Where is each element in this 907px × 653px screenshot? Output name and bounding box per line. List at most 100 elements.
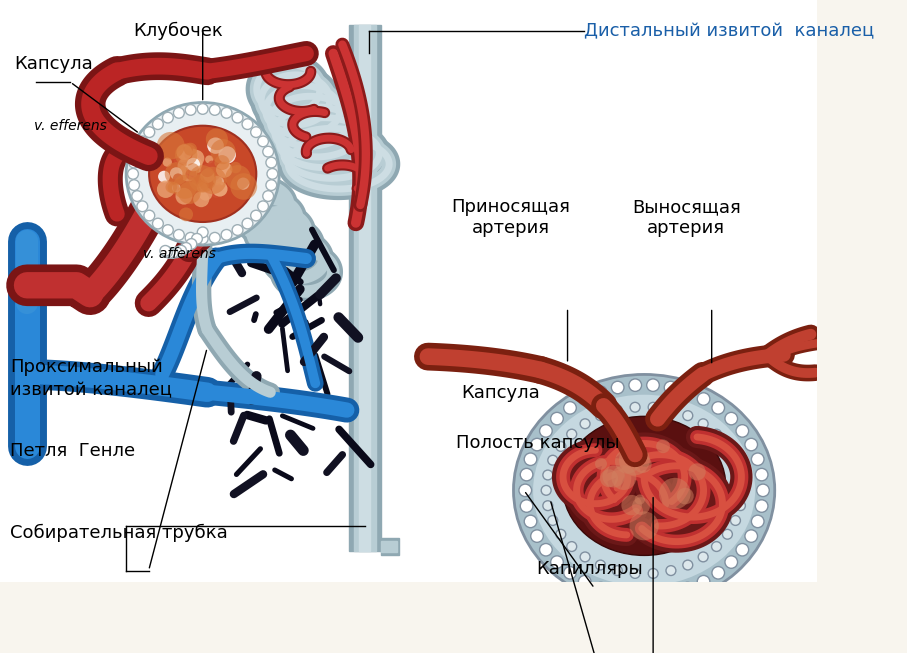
Circle shape <box>524 453 537 466</box>
Circle shape <box>567 429 577 439</box>
Circle shape <box>242 218 253 229</box>
Circle shape <box>229 162 241 173</box>
Circle shape <box>664 381 677 394</box>
Circle shape <box>712 541 721 551</box>
Circle shape <box>173 175 197 199</box>
Circle shape <box>683 411 693 421</box>
Circle shape <box>193 191 210 207</box>
Circle shape <box>263 191 274 201</box>
Circle shape <box>736 501 746 511</box>
Circle shape <box>209 170 226 187</box>
Circle shape <box>137 201 148 212</box>
Circle shape <box>629 511 658 540</box>
Circle shape <box>698 552 708 562</box>
Polygon shape <box>348 25 381 551</box>
Circle shape <box>725 556 737 568</box>
Circle shape <box>647 589 659 602</box>
Circle shape <box>712 567 725 579</box>
Circle shape <box>210 232 220 243</box>
Ellipse shape <box>149 126 257 222</box>
Circle shape <box>619 445 649 475</box>
Circle shape <box>212 182 228 197</box>
Circle shape <box>556 530 566 539</box>
Circle shape <box>524 515 537 528</box>
Circle shape <box>629 379 641 391</box>
Circle shape <box>158 170 170 182</box>
Circle shape <box>630 402 640 412</box>
Circle shape <box>179 208 193 221</box>
Circle shape <box>697 392 710 406</box>
Circle shape <box>191 234 202 244</box>
Circle shape <box>193 164 202 173</box>
Ellipse shape <box>513 374 775 606</box>
Circle shape <box>161 247 172 257</box>
Circle shape <box>521 468 533 481</box>
Circle shape <box>756 500 768 513</box>
Circle shape <box>725 412 737 425</box>
Circle shape <box>232 225 243 235</box>
Polygon shape <box>381 537 399 556</box>
Text: Полость капсулы: Полость капсулы <box>456 434 619 452</box>
Circle shape <box>221 229 232 240</box>
Circle shape <box>210 139 236 164</box>
Circle shape <box>198 227 208 238</box>
Circle shape <box>168 182 180 194</box>
Circle shape <box>205 155 213 163</box>
Circle shape <box>660 643 669 651</box>
Circle shape <box>548 516 558 526</box>
Circle shape <box>165 182 177 193</box>
Circle shape <box>579 392 591 406</box>
Circle shape <box>595 458 607 470</box>
Text: Выносящая
артерия: Выносящая артерия <box>632 198 741 237</box>
Circle shape <box>258 201 268 212</box>
Circle shape <box>199 167 227 194</box>
Circle shape <box>751 515 764 528</box>
Circle shape <box>698 419 708 428</box>
Circle shape <box>210 183 224 198</box>
Polygon shape <box>627 589 662 653</box>
Circle shape <box>173 229 184 240</box>
Circle shape <box>230 173 257 200</box>
Circle shape <box>683 560 693 570</box>
Polygon shape <box>619 589 669 653</box>
Circle shape <box>745 438 757 451</box>
Circle shape <box>541 485 551 495</box>
FancyBboxPatch shape <box>0 0 414 582</box>
Circle shape <box>580 552 590 562</box>
Circle shape <box>540 424 552 437</box>
Circle shape <box>137 136 148 147</box>
Circle shape <box>207 168 220 181</box>
Circle shape <box>580 419 590 428</box>
Circle shape <box>745 530 757 543</box>
Circle shape <box>192 174 204 187</box>
Circle shape <box>207 137 224 154</box>
Polygon shape <box>354 25 375 551</box>
Circle shape <box>178 157 195 174</box>
Circle shape <box>551 556 563 568</box>
Circle shape <box>266 157 277 168</box>
Circle shape <box>619 643 628 651</box>
Circle shape <box>730 516 740 526</box>
Circle shape <box>206 128 228 150</box>
Circle shape <box>187 150 204 167</box>
Circle shape <box>649 569 658 579</box>
Circle shape <box>180 242 191 253</box>
Circle shape <box>712 402 725 414</box>
Circle shape <box>184 151 192 159</box>
Circle shape <box>619 613 628 622</box>
Circle shape <box>751 453 764 466</box>
Circle shape <box>531 438 543 451</box>
Circle shape <box>172 183 180 192</box>
Circle shape <box>563 402 576 414</box>
Text: Капсула: Капсула <box>462 384 541 402</box>
Circle shape <box>157 180 174 198</box>
Text: Капилляры: Капилляры <box>537 560 643 578</box>
Circle shape <box>185 168 197 180</box>
Circle shape <box>521 500 533 513</box>
Circle shape <box>191 176 205 189</box>
Circle shape <box>681 386 694 398</box>
Circle shape <box>615 449 640 473</box>
Circle shape <box>175 144 198 166</box>
Circle shape <box>660 633 669 641</box>
Circle shape <box>647 379 659 391</box>
